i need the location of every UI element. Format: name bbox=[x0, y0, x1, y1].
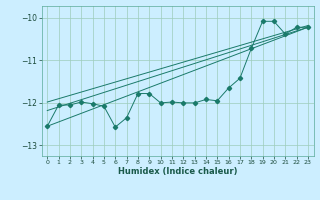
X-axis label: Humidex (Indice chaleur): Humidex (Indice chaleur) bbox=[118, 167, 237, 176]
